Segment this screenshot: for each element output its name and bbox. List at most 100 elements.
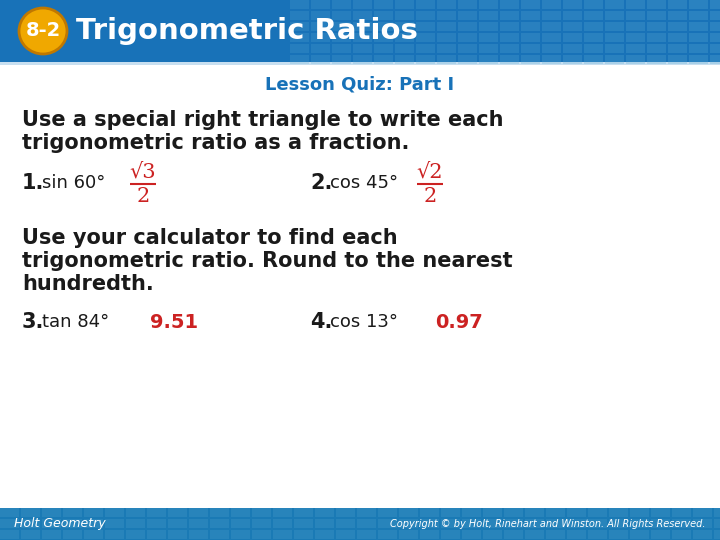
Bar — [605, 55, 624, 64]
Bar — [0, 519, 19, 528]
Bar — [630, 508, 649, 517]
Bar — [525, 519, 544, 528]
Bar — [483, 530, 502, 539]
Bar — [458, 0, 477, 9]
Bar — [0, 530, 19, 539]
Bar — [714, 519, 720, 528]
Bar — [605, 44, 624, 53]
Bar — [588, 519, 607, 528]
Bar — [710, 0, 720, 9]
Bar — [416, 11, 435, 20]
Bar — [290, 11, 309, 20]
Bar — [420, 530, 439, 539]
Bar — [479, 55, 498, 64]
Bar — [689, 11, 708, 20]
Bar — [147, 519, 166, 528]
Bar — [563, 0, 582, 9]
Bar — [693, 519, 712, 528]
Bar — [605, 11, 624, 20]
Bar — [189, 530, 208, 539]
Bar — [84, 519, 103, 528]
Bar — [416, 22, 435, 31]
Bar — [441, 530, 460, 539]
Bar — [105, 519, 124, 528]
Bar — [311, 44, 330, 53]
Bar — [710, 33, 720, 42]
Bar — [63, 508, 82, 517]
Bar — [63, 519, 82, 528]
Bar — [311, 11, 330, 20]
Bar — [374, 22, 393, 31]
Bar — [0, 508, 19, 517]
Bar — [693, 530, 712, 539]
Bar — [584, 0, 603, 9]
Bar — [500, 11, 519, 20]
Bar — [63, 530, 82, 539]
Bar — [521, 11, 540, 20]
Bar — [605, 0, 624, 9]
Bar — [458, 55, 477, 64]
Bar — [525, 530, 544, 539]
Bar — [521, 44, 540, 53]
Bar — [521, 33, 540, 42]
Bar — [126, 530, 145, 539]
Text: tan 84°: tan 84° — [42, 313, 109, 331]
Bar — [584, 22, 603, 31]
Bar — [689, 0, 708, 9]
Bar — [357, 530, 376, 539]
Bar — [126, 519, 145, 528]
Bar — [567, 530, 586, 539]
Text: Holt Geometry: Holt Geometry — [14, 517, 106, 530]
Bar — [609, 519, 628, 528]
Bar — [546, 508, 565, 517]
Bar — [462, 530, 481, 539]
Bar — [395, 44, 414, 53]
Bar — [353, 44, 372, 53]
Bar — [626, 22, 645, 31]
Bar — [252, 530, 271, 539]
Bar — [189, 508, 208, 517]
Bar — [567, 519, 586, 528]
Bar — [378, 530, 397, 539]
Bar — [416, 44, 435, 53]
Text: 2: 2 — [423, 186, 436, 206]
Bar — [626, 44, 645, 53]
Bar — [21, 530, 40, 539]
Bar — [458, 22, 477, 31]
Bar — [651, 530, 670, 539]
Text: Use your calculator to find each: Use your calculator to find each — [22, 228, 397, 248]
Bar — [542, 0, 561, 9]
Bar — [210, 508, 229, 517]
Bar — [668, 22, 687, 31]
Bar — [441, 508, 460, 517]
Bar — [294, 508, 313, 517]
Bar — [647, 55, 666, 64]
Bar — [710, 22, 720, 31]
Bar — [189, 519, 208, 528]
Bar — [332, 55, 351, 64]
Bar — [395, 33, 414, 42]
Bar — [0, 62, 720, 65]
Bar — [668, 33, 687, 42]
Bar — [105, 530, 124, 539]
Bar — [626, 0, 645, 9]
Bar — [332, 0, 351, 9]
Bar — [357, 508, 376, 517]
Bar — [21, 508, 40, 517]
Bar — [378, 519, 397, 528]
Bar — [315, 508, 334, 517]
Bar — [521, 0, 540, 9]
Bar — [479, 44, 498, 53]
Bar — [462, 519, 481, 528]
Bar — [672, 519, 691, 528]
Bar — [479, 11, 498, 20]
Bar — [584, 11, 603, 20]
Bar — [437, 0, 456, 9]
Text: sin 60°: sin 60° — [42, 174, 105, 192]
Bar — [647, 11, 666, 20]
Text: 2: 2 — [136, 186, 150, 206]
Bar — [605, 22, 624, 31]
Bar — [693, 508, 712, 517]
Bar — [504, 508, 523, 517]
Bar — [231, 508, 250, 517]
